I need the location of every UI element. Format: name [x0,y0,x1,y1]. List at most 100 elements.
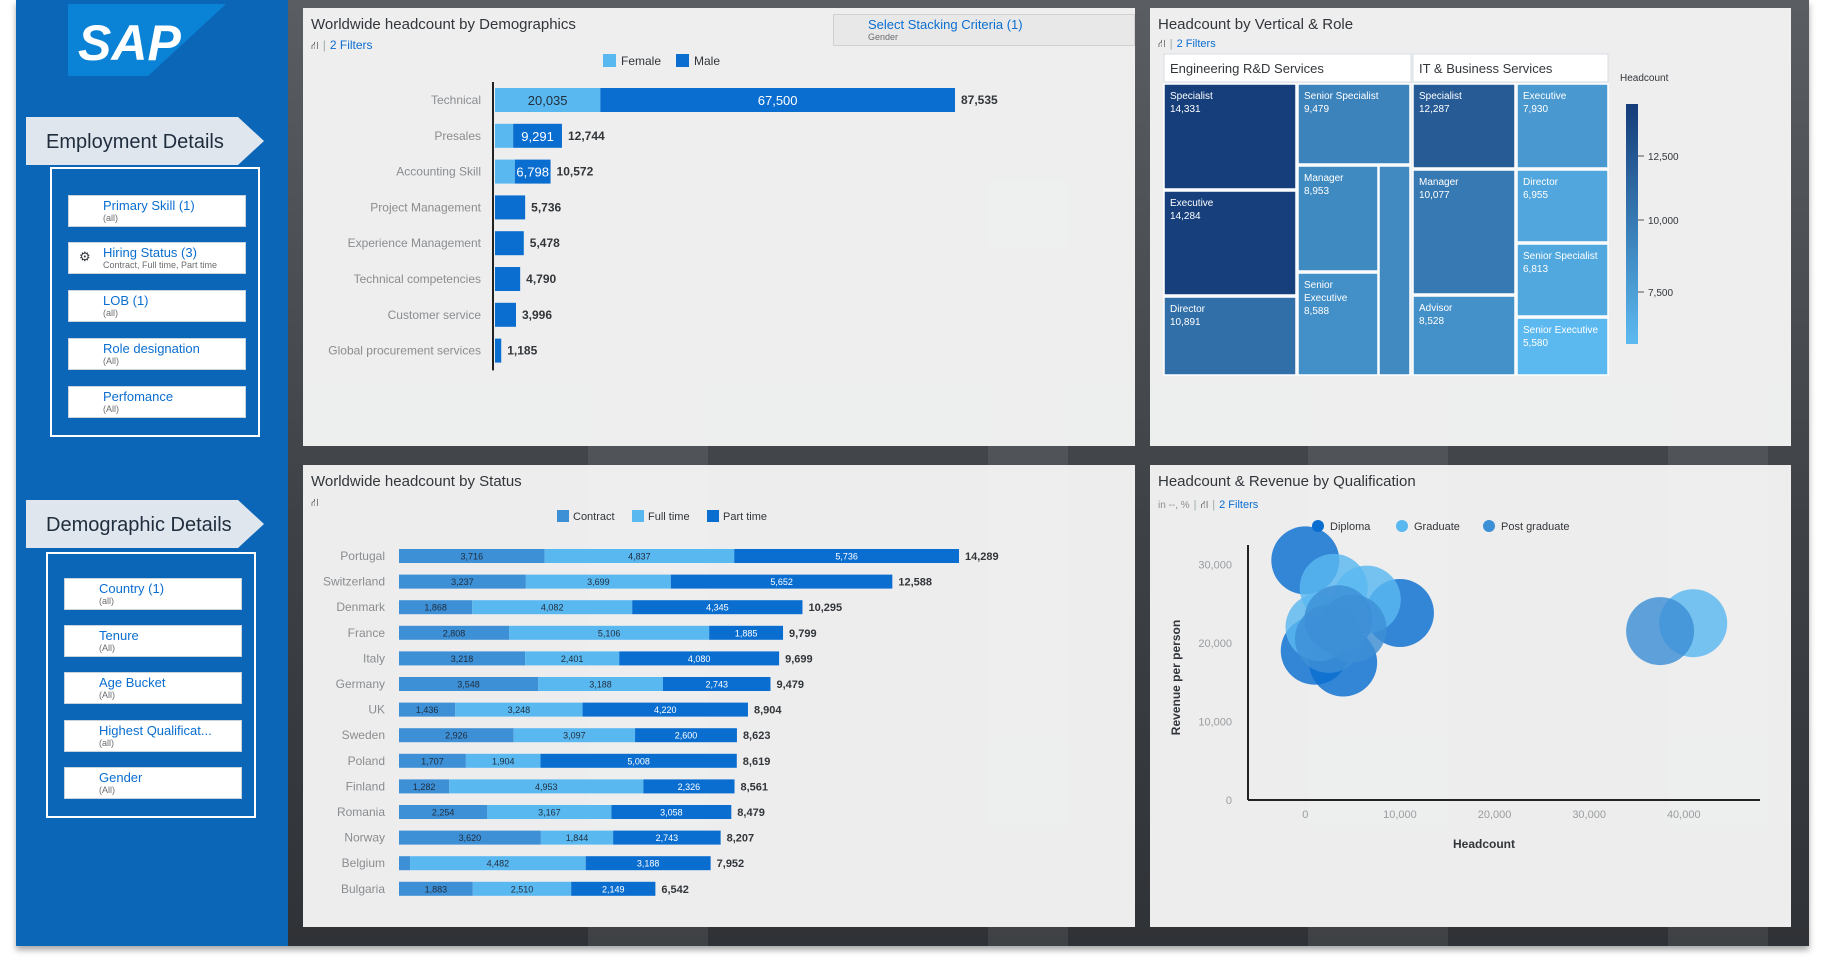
filter-country[interactable]: Country (1) (all) [64,578,242,610]
treemap-tile [1163,83,1297,190]
filter-gender[interactable]: Gender (All) [64,767,242,799]
category-label: Project Management [370,200,481,214]
x-tick-label: 30,000 [1572,809,1606,821]
color-legend-bar [1626,104,1638,344]
bar-segment [472,881,572,896]
bar-segment [449,779,644,794]
dashboard-frame: SAP Employment Details Primary Skill (1)… [16,0,1809,946]
bar-value-label: 9,291 [521,129,554,144]
scatter-point [1626,597,1695,666]
bar-total-label: 9,479 [776,679,804,691]
category-label: Poland [348,754,385,768]
bar-value-label: 3,218 [451,654,474,664]
bar-value-label: 3,058 [660,808,683,818]
x-tick-label: 40,000 [1667,809,1701,821]
demographics-panel: Worldwide headcount by Demographics ⛙ | 2 … [303,8,1135,446]
y-tick-label: 20,000 [1198,638,1232,650]
bar-value-label: 1,436 [416,705,439,715]
status-chart: Contract Full time Part time Portugal 3,716 4… [323,510,999,896]
bar-total-label: 7,952 [717,858,745,870]
bar-segment [495,195,526,220]
bar-value-label: 2,743 [705,680,728,690]
filter-age-bucket[interactable]: Age Bucket (All) [64,672,242,704]
filter-lob[interactable]: LOB (1) (all) [68,290,246,322]
bar-total-label: 12,744 [568,129,605,143]
bar-segment [495,88,601,112]
bar-value-label: 4,953 [535,782,558,792]
bar-value-label: 1,868 [424,603,447,613]
scatter-filters-link[interactable]: in --, % | ⛙ | 2 Filters [1158,499,1259,511]
bar-total-label: 9,699 [785,653,813,665]
filter-tenure[interactable]: Tenure (All) [64,625,242,657]
treemap-role-label: Director [1523,177,1559,188]
treemap-filters-link[interactable]: ⛙ | 2 Filters [1158,38,1216,50]
bar-total-label: 8,207 [727,833,755,845]
bar-segment [495,302,516,327]
bar-value-label: 5,736 [835,552,858,562]
bar-total-label: 5,478 [530,236,560,250]
filter-icon: ⛙ [1200,499,1209,511]
category-label: UK [368,703,385,717]
demographics-filters-link[interactable]: ⛙ | 2 Filters [311,38,373,52]
bar-value-label: 1,844 [566,833,589,843]
bar-total-label: 87,535 [961,93,998,107]
treemap-tile [1412,295,1516,376]
vertical-role-panel: Headcount by Vertical & Role ⛙ | 2 Filters… [1150,8,1791,446]
bar-segment [540,830,614,845]
group-header-bg [1412,53,1609,83]
treemap-role-label: Senior Specialist [1304,91,1379,102]
filter-primary-skill[interactable]: Primary Skill (1) (all) [68,195,246,227]
category-label: Finland [346,779,385,793]
legend-swatch-0 [603,54,616,67]
logo-text: SAP [78,15,181,71]
employment-details-title: Employment Details [46,131,224,153]
bar-segment [399,779,450,794]
category-label: Denmark [336,600,386,614]
bar-value-label: 67,500 [758,93,798,108]
bar-segment [472,600,633,615]
bar-value-label: 3,716 [461,552,484,562]
treemap-value-label: 12,287 [1419,104,1450,115]
scatter-chart: Diploma Graduate Post graduate 0 10,000 20,00… [1169,520,1760,851]
bar-segment [495,338,502,363]
category-label: Bulgaria [341,882,385,896]
x-tick-label: 20,000 [1478,809,1512,821]
treemap-tile [1163,190,1297,296]
bar-segment [399,856,411,871]
bar-segment [399,881,473,896]
status-filter-icon-link[interactable]: ⛙ [311,495,319,511]
sap-logo: SAP [68,4,226,76]
filter-highest-qualification[interactable]: Highest Qualificat... (all) [64,720,242,752]
category-label: Sweden [342,728,385,742]
treemap-role-label: Senior Specialist [1523,251,1598,262]
bar-segment [399,574,526,589]
treemap-tile [1516,83,1609,169]
scatter-chart-title: Headcount & Revenue by Qualification [1158,473,1416,490]
group-header-label: Engineering R&D Services [1170,61,1324,76]
filter-role-designation[interactable]: Role designation (All) [68,338,246,370]
filter-performance[interactable]: Perfomance (All) [68,386,246,418]
category-label: Romania [337,805,385,819]
bar-segment [399,753,466,768]
treemap-chart: Engineering R&D Services IT & Business Se… [1163,53,1679,376]
bar-segment [643,779,735,794]
bar-segment [399,549,545,563]
bar-value-label: 4,080 [688,654,711,664]
bar-segment [399,830,541,845]
bar-segment [495,231,524,256]
category-label: Technical competencies [354,272,481,286]
employment-filter-box: Primary Skill (1) (all) ⚙ Hiring Status … [50,167,260,437]
x-tick-label: 0 [1302,809,1308,821]
treemap-tile [1297,83,1411,165]
stacking-criteria-selector[interactable]: Select Stacking Criteria (1) Gender [833,14,1135,46]
bar-segment [399,625,510,640]
sidebar: SAP Employment Details Primary Skill (1)… [16,0,288,946]
treemap-tile [1516,169,1609,243]
filter-hiring-status[interactable]: ⚙ Hiring Status (3) Contract, Full time,… [68,242,246,274]
bar-segment [585,856,711,871]
treemap-value-label: 8,953 [1304,186,1329,197]
bar-segment [399,600,473,615]
treemap-value-label: 9,479 [1304,104,1329,115]
scatter-point [1318,594,1387,663]
treemap-role-label: Senior Executive [1523,325,1598,336]
